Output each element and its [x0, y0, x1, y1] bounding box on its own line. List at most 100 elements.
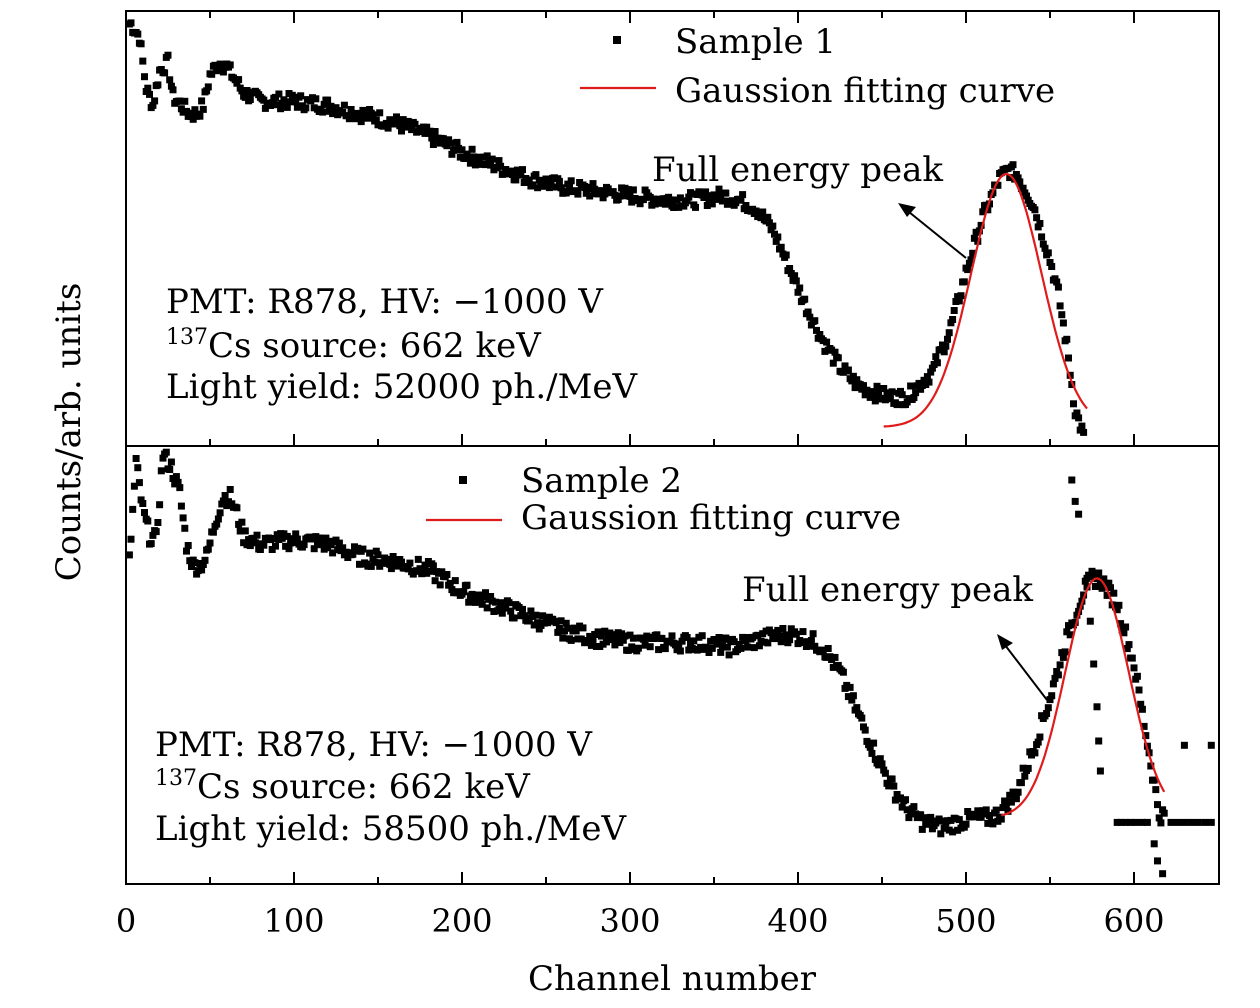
top-data-point — [1041, 244, 1049, 252]
top-data-point — [804, 308, 812, 316]
bottom-data-point — [387, 565, 395, 573]
top-data-point — [829, 359, 837, 367]
bottom-data-point — [708, 644, 716, 652]
bottom-legend: Sample 2 Gaussion fitting curve — [426, 461, 901, 538]
bottom-data-point — [755, 642, 763, 650]
bottom-data-point — [774, 626, 782, 634]
top-data-point — [811, 317, 819, 325]
top-data-point — [1078, 422, 1086, 430]
bottom-data-point — [1127, 818, 1135, 826]
bottom-info-block: PMT: R878, HV: −1000 V 137Cs source: 662… — [155, 725, 628, 849]
bottom-data-point — [1135, 686, 1143, 694]
bottom-data-point — [300, 541, 308, 549]
bottom-data-point — [668, 632, 676, 640]
top-data-point — [791, 272, 799, 280]
top-data-point — [513, 166, 521, 174]
bottom-data-point — [451, 577, 459, 585]
bottom-data-point — [1167, 818, 1175, 826]
top-data-point — [1023, 192, 1030, 200]
top-data-point — [925, 378, 933, 386]
bottom-data-point — [519, 605, 526, 613]
bottom-data-point — [492, 598, 500, 606]
top-data-point — [702, 188, 710, 196]
bottom-data-point — [786, 636, 794, 644]
bottom-data-point — [870, 739, 878, 747]
bottom-data-point — [278, 534, 286, 542]
top-legend: Sample 1 Gaussion fitting curve — [580, 22, 1055, 111]
top-data-point — [169, 86, 177, 94]
bottom-data-point — [204, 545, 212, 553]
top-data-point — [801, 295, 809, 303]
bottom-data-point — [465, 598, 473, 606]
bottom-data-point — [579, 624, 587, 632]
bottom-data-point — [144, 517, 152, 525]
bottom-data-point — [414, 555, 422, 563]
top-data-point — [552, 183, 560, 191]
bottom-data-point — [139, 500, 147, 507]
bottom-data-point — [495, 606, 503, 613]
bottom-data-point — [238, 518, 246, 526]
top-data-point — [567, 177, 575, 185]
bottom-data-point — [1061, 648, 1069, 656]
bottom-data-point — [982, 806, 990, 814]
top-data-point — [352, 115, 360, 123]
bottom-data-point — [236, 527, 244, 535]
top-data-point — [611, 191, 619, 199]
bottom-data-point — [386, 560, 394, 568]
top-data-point — [319, 108, 327, 116]
top-data-point — [1036, 220, 1044, 227]
bottom-data-point — [1086, 617, 1094, 625]
bottom-data-point — [468, 590, 476, 598]
bottom-data-point — [241, 527, 249, 535]
bottom-data-point — [737, 644, 745, 652]
top-data-point — [718, 197, 726, 205]
bottom-data-point — [366, 549, 374, 557]
bottom-data-point — [888, 775, 896, 783]
bottom-data-point — [1154, 801, 1161, 809]
bottom-data-point — [562, 619, 570, 627]
top-data-point — [844, 366, 852, 374]
bottom-data-point — [807, 637, 815, 644]
bottom-data-point — [141, 509, 148, 516]
bottom-data-point — [629, 634, 637, 642]
top-data-point — [898, 391, 906, 399]
bottom-data-point — [735, 641, 743, 648]
bottom-data-point — [206, 539, 214, 547]
top-data-point — [977, 221, 985, 229]
bottom-data-point — [1017, 779, 1025, 787]
bottom-data-point — [1150, 776, 1158, 784]
top-data-point — [1063, 335, 1071, 343]
bottom-data-point — [555, 624, 563, 632]
bottom-data-point — [510, 614, 518, 622]
top-annotation-label: Full energy peak — [652, 150, 943, 190]
bottom-annotation-arrowhead — [997, 634, 1013, 650]
bottom-data-point — [1122, 818, 1130, 826]
bottom-data-point — [335, 539, 343, 547]
top-data-point — [517, 170, 525, 178]
top-data-point — [975, 227, 983, 235]
bottom-data-point — [371, 558, 379, 566]
top-data-point — [715, 185, 723, 193]
bottom-data-point — [1083, 583, 1091, 591]
top-data-point — [463, 150, 471, 158]
bottom-data-point — [1138, 818, 1146, 826]
bottom-data-point — [419, 565, 427, 573]
bottom-data-point — [246, 542, 254, 550]
bottom-data-point — [1194, 818, 1202, 826]
top-data-point — [312, 95, 320, 103]
top-data-point — [219, 68, 227, 76]
bottom-data-point — [167, 458, 175, 466]
top-legend-sample-label: Sample 1 — [675, 22, 836, 62]
bottom-data-point — [594, 628, 602, 636]
top-data-point — [203, 87, 211, 95]
bottom-data-point — [834, 661, 842, 669]
bottom-data-point — [1096, 580, 1104, 588]
top-data-point — [465, 154, 473, 162]
top-data-point — [495, 157, 503, 165]
top-data-point — [932, 353, 940, 361]
bottom-data-point — [655, 646, 663, 654]
bottom-data-point — [1071, 618, 1079, 626]
bottom-data-point — [251, 539, 259, 547]
top-gaussian-fit-line — [883, 172, 1088, 428]
